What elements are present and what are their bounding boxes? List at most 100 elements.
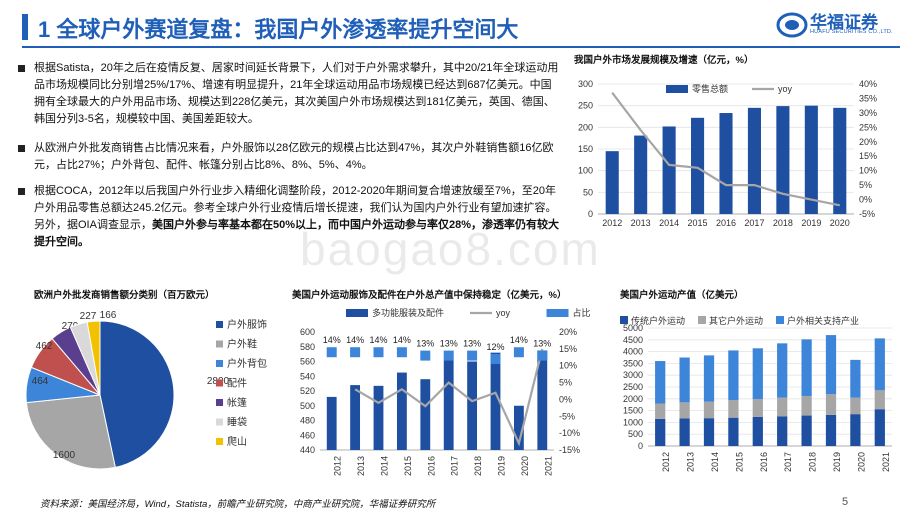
bar-户外相关支持产业: [850, 359, 861, 398]
y2-tick-label: -15%: [559, 445, 580, 455]
watermark: baogao8.com: [300, 223, 601, 275]
legend-swatch: [216, 399, 223, 406]
bar-多功能服装及配件: [513, 405, 524, 450]
bar-户外相关支持产业: [703, 355, 715, 402]
legend-swatch: [216, 340, 223, 348]
bar-户外相关支持产业: [752, 348, 763, 400]
bar-零售总额: [747, 107, 761, 214]
legend-label: 户外服饰: [227, 318, 267, 331]
legend-swatch: [216, 379, 223, 387]
y2-tick-label: 20%: [859, 137, 877, 147]
legend-swatch: [546, 309, 569, 317]
y-tick-label: 600: [300, 327, 315, 337]
marker-占比: [350, 347, 361, 358]
marker-占比: [490, 353, 501, 364]
x-tick-label: 2014: [659, 218, 679, 228]
data-label: 13%: [416, 339, 434, 349]
pie-slice-户外鞋: [25, 394, 116, 470]
y-tick-label: 460: [300, 430, 315, 440]
y-tick-label: 4000: [623, 347, 643, 357]
legend-label: 爬山: [227, 436, 247, 448]
legend-swatch: [776, 316, 784, 324]
bar-其它户外运动: [703, 401, 715, 419]
legend-swatch: [666, 85, 688, 93]
us-outdoor-output-stacked-chart: 0500100015002000250030003500400045005000…: [620, 315, 892, 472]
x-tick-label: 2019: [832, 452, 842, 472]
bar-多功能服装及配件: [350, 385, 361, 450]
y-tick-label: 2000: [623, 394, 643, 404]
bar-其它户外运动: [801, 395, 812, 416]
marker-占比: [513, 347, 524, 358]
huafu-logo-icon: [776, 12, 808, 38]
y-tick-label: 4500: [623, 335, 643, 345]
bar-零售总额: [634, 135, 648, 214]
bar-其它户外运动: [825, 394, 837, 415]
x-tick-label: 2017: [744, 218, 764, 228]
marker-占比: [396, 347, 407, 358]
legend-swatch: [216, 360, 223, 367]
y-tick-label: 100: [578, 166, 593, 176]
bullet-marker: [18, 145, 25, 152]
bar-传统户外运动: [801, 415, 812, 446]
bar-户外相关支持产业: [825, 335, 837, 395]
bar-多功能服装及配件: [420, 379, 431, 450]
pie-slice-户外服饰: [99, 320, 175, 468]
legend-label: 帐篷: [227, 396, 247, 409]
bar-传统户外运动: [679, 418, 690, 446]
line-yoy: [611, 92, 841, 207]
bar-其它户外运动: [874, 390, 885, 410]
y-tick-label: 1000: [623, 417, 643, 427]
legend-swatch: [346, 309, 368, 317]
x-tick-label: 2014: [380, 456, 390, 476]
x-tick-label: 2018: [808, 452, 818, 472]
bar-多功能服装及配件: [326, 396, 337, 450]
y-tick-label: 250: [578, 101, 593, 111]
y2-tick-label: 15%: [559, 344, 577, 354]
bullet-3: 根据COCA，2012年以后我国户外行业步入精细化调整阶段，2012-2020年…: [18, 183, 562, 251]
marker-占比: [326, 347, 337, 358]
europe-outdoor-pie-chart: 28001600464462279227166户外服饰户外鞋户外背包配件帐篷睡袋…: [25, 310, 267, 470]
logo-name: 华福证券: [810, 13, 878, 32]
y2-tick-label: 10%: [559, 361, 577, 371]
marker-占比: [537, 350, 548, 361]
legend-label: 占比: [573, 307, 591, 318]
y-tick-label: 50: [583, 187, 593, 197]
x-tick-label: 2014: [710, 452, 720, 472]
x-tick-label: 2012: [661, 452, 671, 472]
y-tick-label: 300: [578, 79, 593, 89]
legend-swatch: [216, 438, 223, 445]
legend-swatch: [216, 321, 223, 328]
data-label: 14%: [510, 335, 528, 345]
source-footnote: 资料来源：美国经济局，Wind，Statista，前瞻产业研究院，中商产业研究院…: [40, 499, 436, 510]
y2-tick-label: 15%: [859, 151, 877, 161]
legend-swatch: [698, 316, 706, 324]
bar-其它户外运动: [850, 397, 861, 415]
y-tick-label: 540: [300, 371, 315, 381]
data-label: 13%: [533, 339, 551, 349]
bar-户外相关支持产业: [728, 350, 739, 400]
x-tick-label: 2019: [801, 218, 821, 228]
bar-多功能服装及配件: [490, 352, 501, 450]
marker-占比: [443, 350, 454, 361]
page-number: 5: [842, 496, 849, 508]
y2-tick-label: 35%: [859, 93, 877, 103]
legend-label: 户外背包: [227, 357, 267, 370]
x-tick-label: 2020: [830, 218, 850, 228]
legend-swatch: [216, 418, 223, 426]
bar-多功能服装及配件: [396, 372, 407, 450]
chart1-title: 我国户外市场发展规模及增速（亿元，%）: [574, 55, 754, 66]
bar-传统户外运动: [777, 416, 788, 446]
bar-其它户外运动: [655, 403, 666, 419]
x-tick-label: 2015: [734, 452, 744, 472]
y-tick-label: 1500: [623, 406, 643, 416]
slide-title: 1 全球户外赛道复盘：我国户外渗透率提升空间大: [38, 17, 519, 42]
bullet-2-text: 从欧洲户外批发商销售占比情况来看，户外服饰以28亿欧元的规模占比达到47%，其次…: [34, 142, 554, 171]
y2-tick-label: 5%: [859, 180, 872, 190]
chart2-title: 欧洲户外批发商销售额分类别（百万欧元）: [34, 290, 215, 301]
bar-户外相关支持产业: [655, 361, 666, 404]
x-tick-label: 2012: [602, 218, 622, 228]
legend-label: 其它户外运动: [709, 315, 763, 326]
title-divider: [22, 46, 900, 48]
legend-swatch: [620, 316, 628, 324]
x-tick-label: 2013: [631, 218, 651, 228]
